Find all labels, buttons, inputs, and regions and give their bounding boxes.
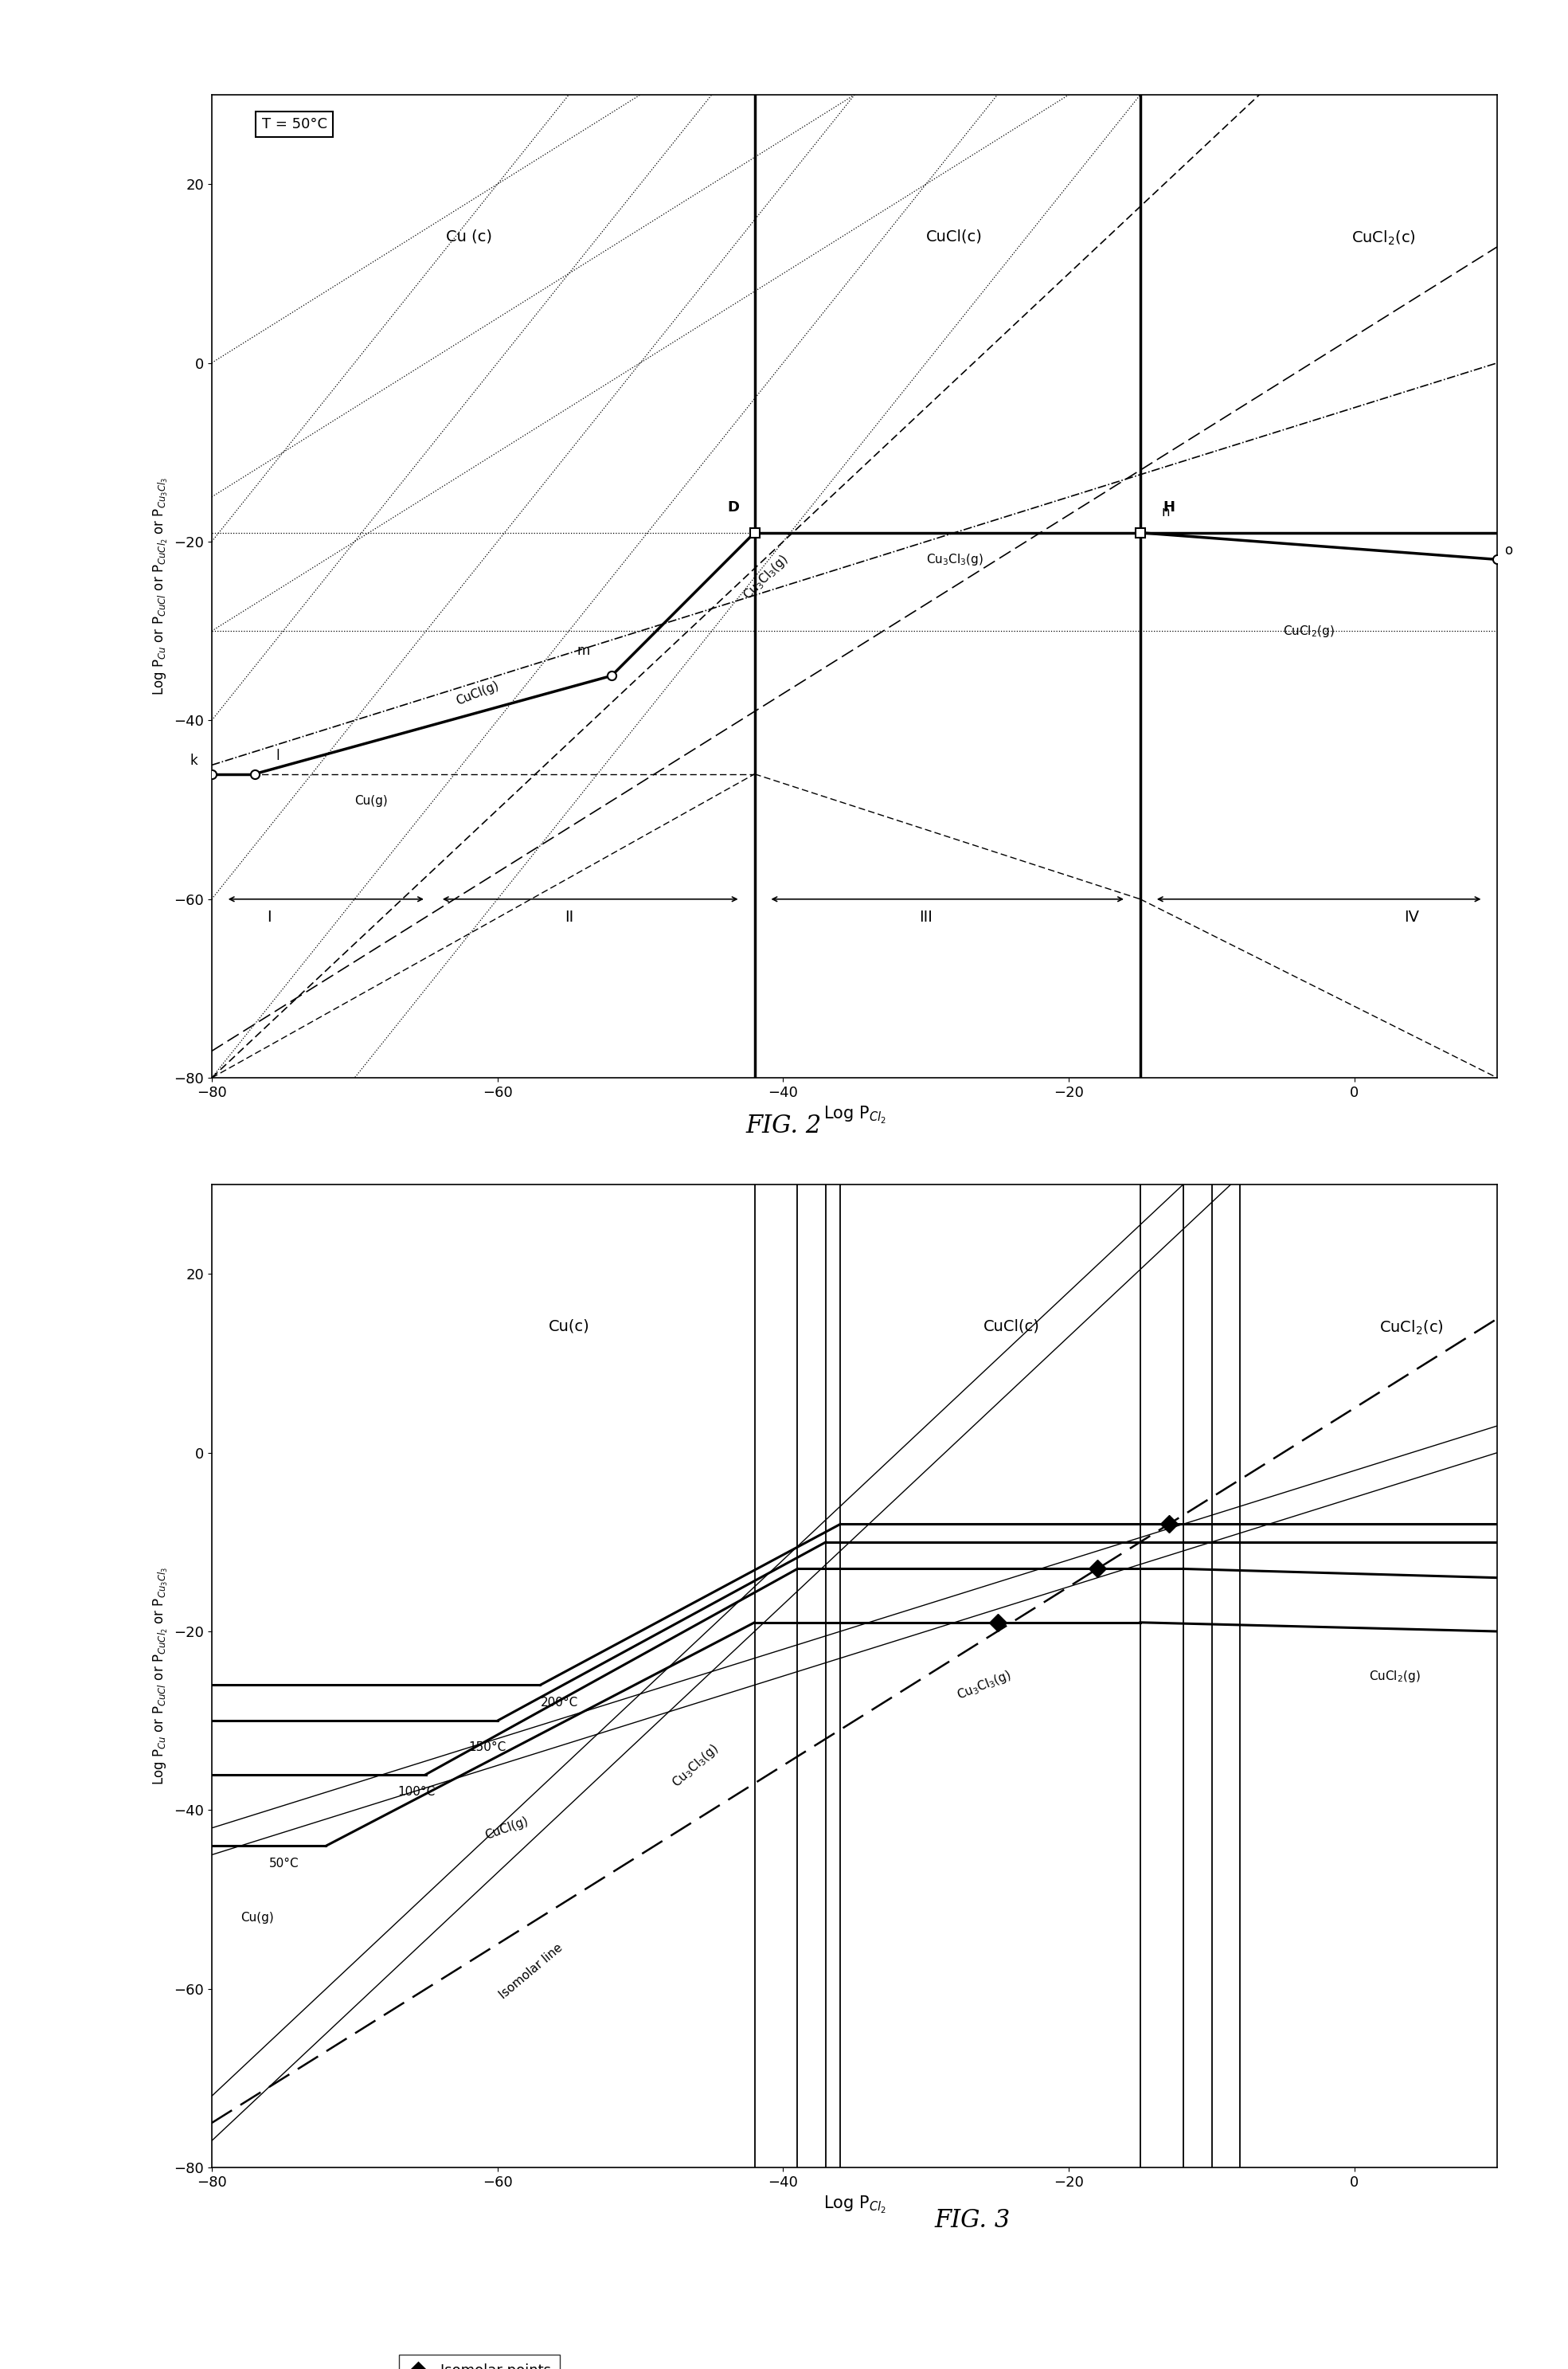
Text: H: H — [1163, 500, 1174, 514]
Text: T = 50°C: T = 50°C — [262, 116, 328, 130]
Text: Cu(g): Cu(g) — [240, 1912, 273, 1924]
Text: Cu(g): Cu(g) — [354, 796, 387, 808]
Text: o: o — [1505, 543, 1513, 557]
Text: II: II — [564, 910, 574, 924]
Text: n: n — [1162, 505, 1170, 519]
Text: 50°C: 50°C — [268, 1857, 299, 1869]
Y-axis label: Log P$_{Cu}$ or P$_{CuCl}$ or P$_{CuCl_2}$ or P$_{Cu_3Cl_3}$: Log P$_{Cu}$ or P$_{CuCl}$ or P$_{CuCl_2… — [152, 1566, 169, 1786]
Text: CuCl$_2$(g): CuCl$_2$(g) — [1283, 623, 1334, 640]
Text: CuCl(c): CuCl(c) — [983, 1320, 1040, 1334]
Y-axis label: Log P$_{Cu}$ or P$_{CuCl}$ or P$_{CuCl_2}$ or P$_{Cu_3Cl_3}$: Log P$_{Cu}$ or P$_{CuCl}$ or P$_{CuCl_2… — [152, 476, 169, 696]
Text: CuCl(g): CuCl(g) — [483, 1815, 530, 1841]
Text: 150°C: 150°C — [469, 1741, 506, 1753]
Text: D: D — [728, 500, 739, 514]
Text: Cu (c): Cu (c) — [445, 230, 492, 244]
Text: Isomolar line: Isomolar line — [497, 1940, 564, 2002]
Text: CuCl(g): CuCl(g) — [455, 680, 500, 708]
Text: CuCl$_2$(c): CuCl$_2$(c) — [1380, 1320, 1444, 1336]
Text: Cu(c): Cu(c) — [549, 1320, 590, 1334]
Text: l: l — [276, 749, 279, 763]
X-axis label: Log P$_{Cl_2}$: Log P$_{Cl_2}$ — [823, 1104, 886, 1125]
Text: 100°C: 100°C — [397, 1786, 434, 1798]
Legend: Isomolar points: Isomolar points — [398, 2355, 560, 2369]
Text: 200°C: 200°C — [541, 1696, 579, 1708]
Text: FIG. 3: FIG. 3 — [935, 2208, 1010, 2232]
Text: Cu$_3$Cl$_3$(g): Cu$_3$Cl$_3$(g) — [927, 552, 983, 566]
Text: CuCl$_2$(c): CuCl$_2$(c) — [1352, 230, 1416, 246]
Text: FIG. 2: FIG. 2 — [746, 1113, 822, 1137]
Text: Cu$_3$Cl$_3$(g): Cu$_3$Cl$_3$(g) — [955, 1668, 1013, 1703]
X-axis label: Log P$_{Cl_2}$: Log P$_{Cl_2}$ — [823, 2194, 886, 2215]
Text: III: III — [919, 910, 933, 924]
Text: k: k — [190, 753, 198, 768]
Text: CuCl$_2$(g): CuCl$_2$(g) — [1369, 1668, 1421, 1684]
Text: CuCl(c): CuCl(c) — [927, 230, 983, 244]
Text: I: I — [267, 910, 271, 924]
Text: m: m — [577, 644, 590, 659]
Text: Cu$_3$Cl$_3$(g): Cu$_3$Cl$_3$(g) — [670, 1741, 721, 1791]
Text: IV: IV — [1405, 910, 1419, 924]
Text: Cu$_3$Cl$_3$(g): Cu$_3$Cl$_3$(g) — [740, 552, 792, 604]
